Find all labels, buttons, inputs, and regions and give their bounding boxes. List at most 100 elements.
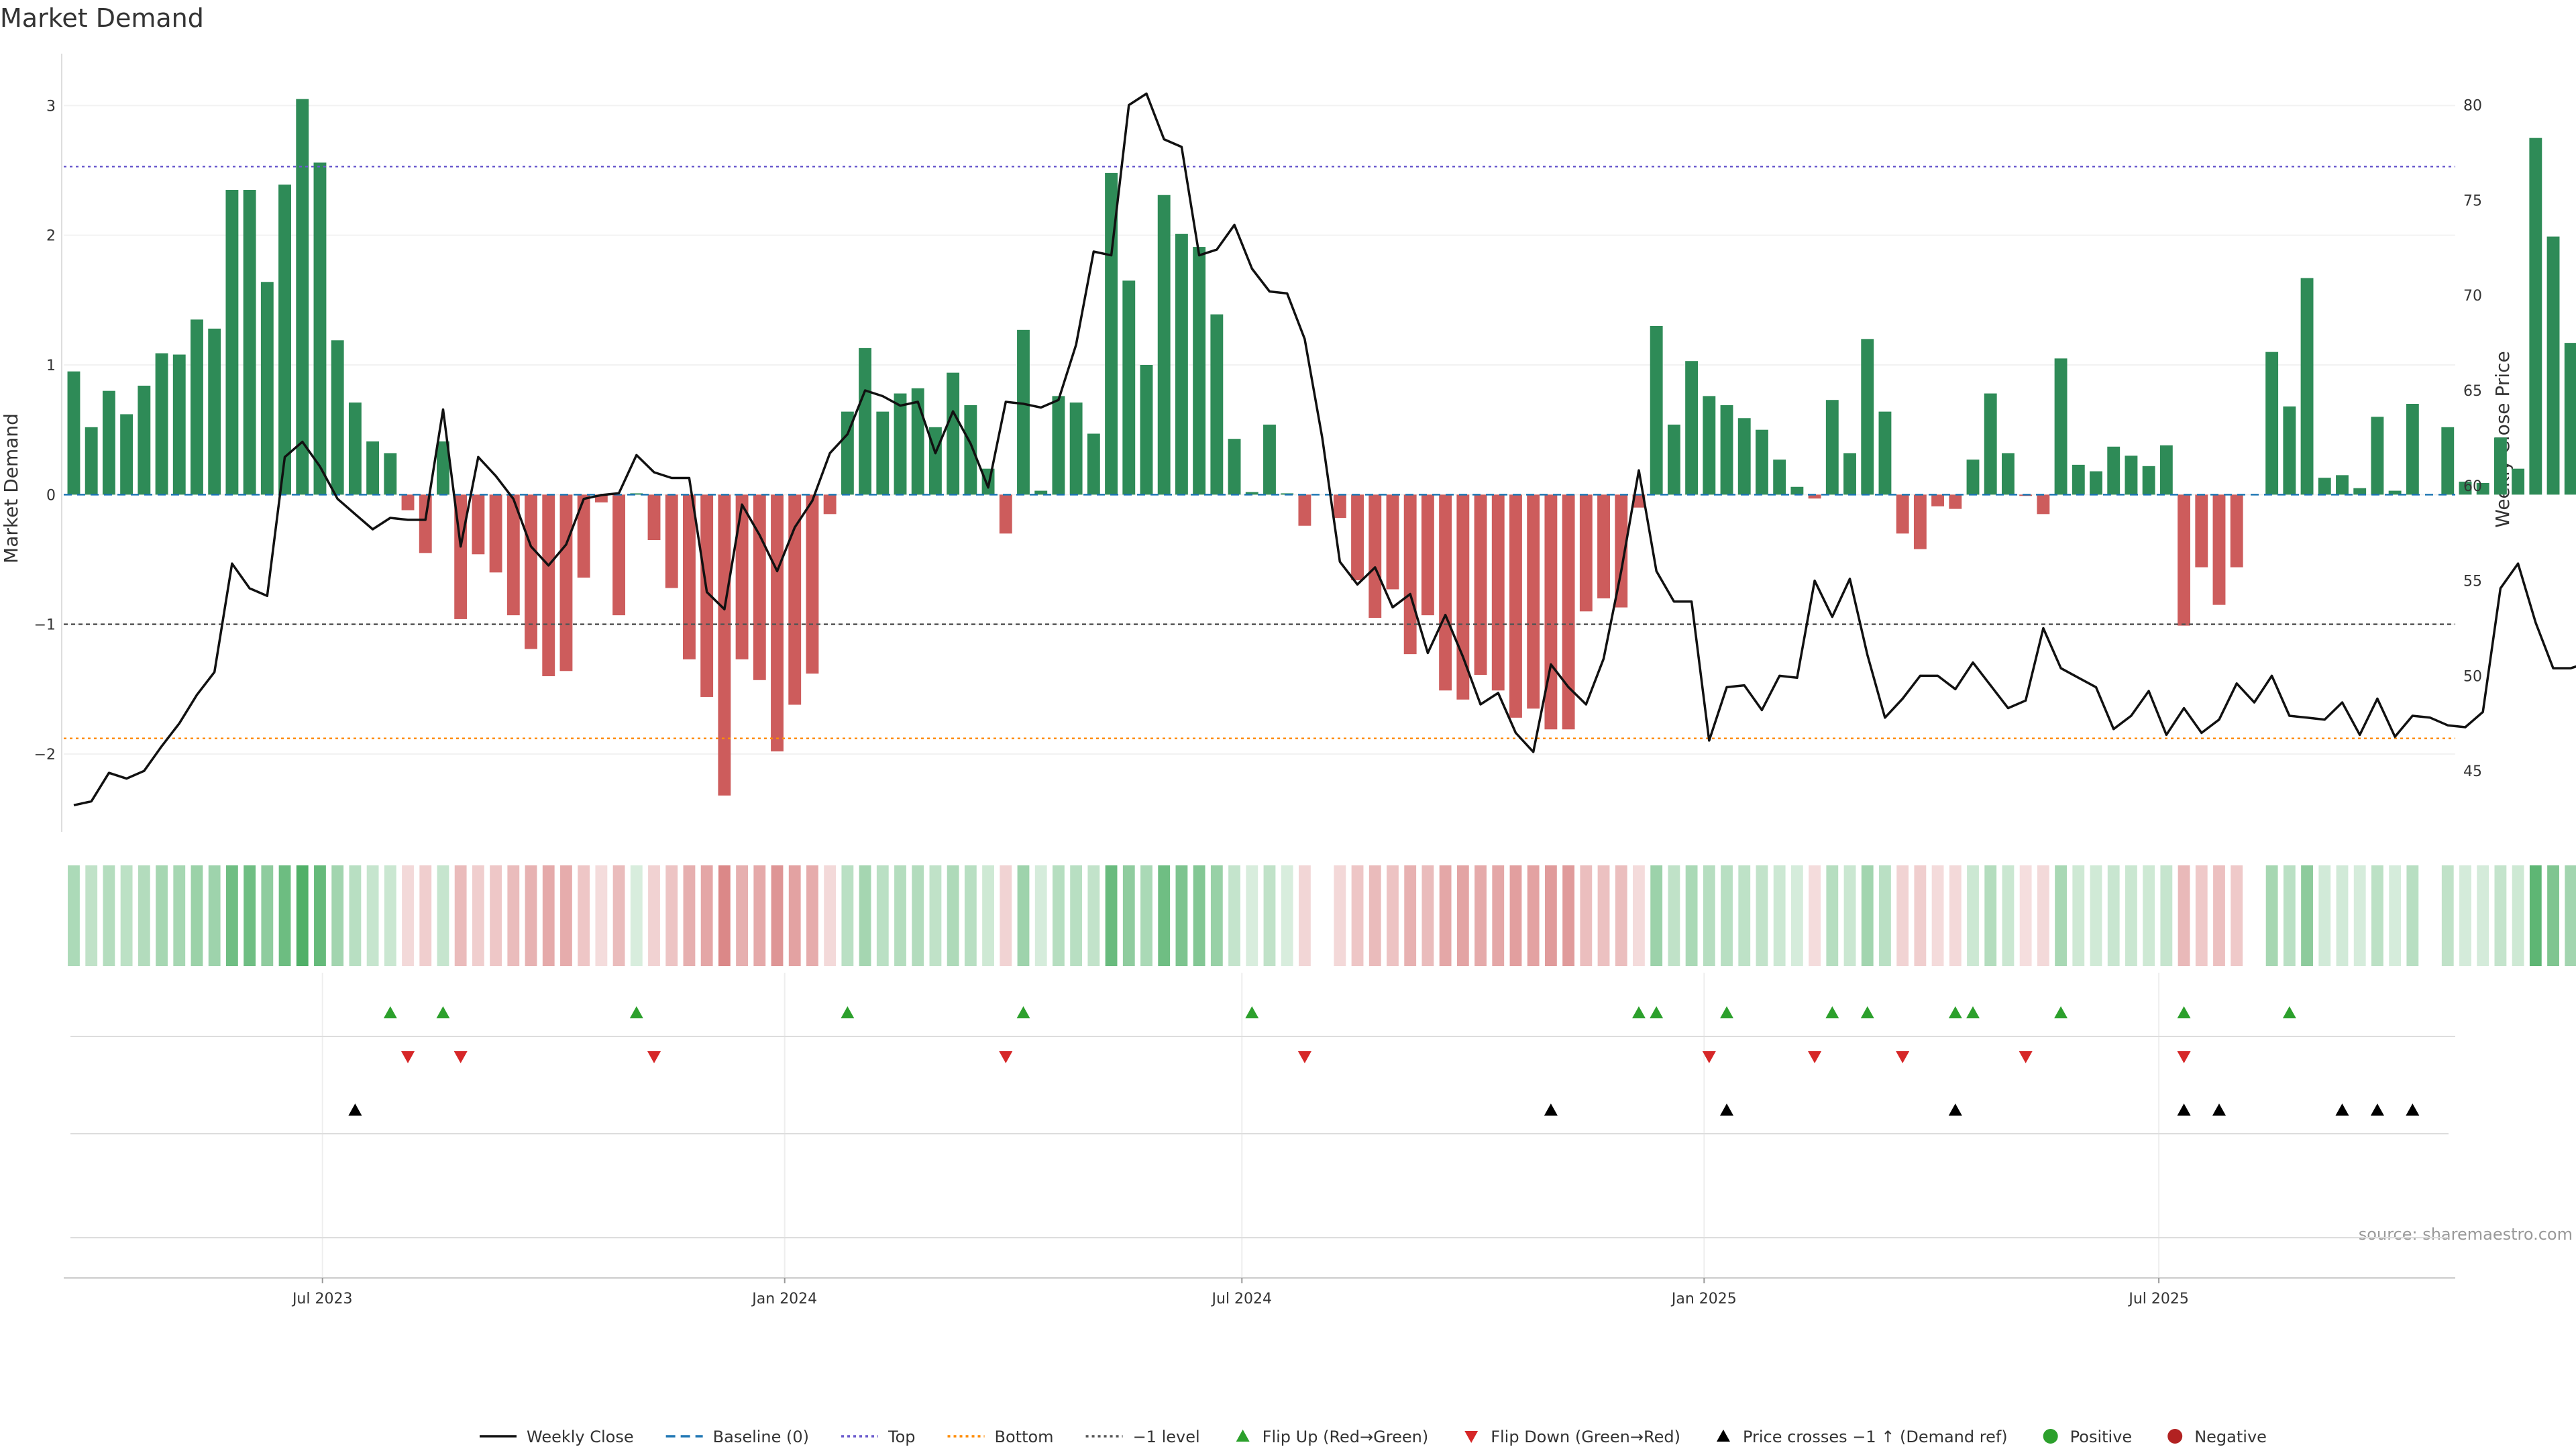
- heat-cell: [1703, 865, 1715, 966]
- demand-bar: [1579, 494, 1593, 612]
- demand-bar: [1439, 494, 1452, 691]
- demand-bar: [735, 494, 749, 659]
- demand-bar: [2493, 437, 2507, 495]
- demand-bar: [2142, 466, 2155, 495]
- flip-up-marker: [436, 1006, 450, 1018]
- demand-bar: [348, 402, 362, 495]
- demand-bar: [67, 371, 80, 495]
- demand-bar: [2353, 488, 2367, 495]
- flip-up-marker: [1860, 1006, 1874, 1018]
- legend-label: Flip Up (Red→Green): [1263, 1428, 1429, 1446]
- heat-cell: [2477, 865, 2489, 966]
- demand-bar: [823, 494, 837, 515]
- heat-cell: [349, 865, 362, 966]
- heat-cell: [1738, 865, 1751, 966]
- heat-cell: [2055, 865, 2067, 966]
- demand-bar: [2441, 427, 2455, 495]
- y-tick-label-right: 55: [2463, 574, 2482, 590]
- x-tick-label: Jan 2024: [751, 1291, 817, 1307]
- heat-cell: [2406, 865, 2419, 966]
- heat-cell: [2318, 865, 2331, 966]
- flip-up-marker: [1966, 1006, 1980, 1018]
- demand-bar: [1105, 172, 1118, 495]
- legend-label: Bottom: [995, 1428, 1054, 1446]
- legend-item: Flip Up (Red→Green): [1236, 1428, 1429, 1446]
- heat-cell: [1368, 865, 1381, 966]
- legend-label: Negative: [2194, 1428, 2267, 1446]
- heat-cell: [1615, 865, 1627, 966]
- demand-bar: [2318, 478, 2331, 495]
- demand-bar: [138, 385, 151, 495]
- demand-bar: [472, 494, 485, 555]
- demand-bar: [2037, 494, 2050, 515]
- demand-bar: [1756, 429, 1768, 495]
- heat-cell: [173, 865, 186, 966]
- demand-bar: [1843, 453, 1856, 495]
- heat-cell: [1158, 865, 1171, 966]
- demand-bar: [806, 494, 819, 674]
- demand-bar: [2459, 482, 2472, 495]
- heat-cell: [841, 865, 854, 966]
- flip-markers: [70, 1006, 2455, 1063]
- heat-cell: [2090, 865, 2102, 966]
- demand-bar: [525, 494, 537, 649]
- demand-bar: [120, 414, 133, 495]
- heat-cell: [1896, 865, 1909, 966]
- heat-cell: [2002, 865, 2015, 966]
- demand-bar: [1544, 494, 1558, 730]
- heat-cell: [1456, 865, 1469, 966]
- demand-bar: [278, 184, 291, 495]
- price-cross-marker: [1544, 1104, 1558, 1116]
- demand-bar: [1052, 396, 1065, 495]
- demand-bar: [559, 494, 573, 672]
- legend-swatch: [2043, 1429, 2058, 1444]
- demand-bar: [172, 354, 186, 495]
- y-axis-right-ticks: 80 75 70 65 60 55 50 45: [2463, 98, 2482, 781]
- heat-cell: [2529, 865, 2542, 966]
- y-tick-label-right: 60: [2463, 478, 2482, 495]
- heat-cell: [2160, 865, 2173, 966]
- heat-cell: [208, 865, 221, 966]
- heat-cell: [1509, 865, 1522, 966]
- heat-cell: [1140, 865, 1152, 966]
- heat-cell: [103, 865, 115, 966]
- demand-bar: [2406, 404, 2419, 495]
- demand-bar: [876, 411, 890, 495]
- demand-bar: [1597, 494, 1610, 598]
- heat-cell: [630, 865, 643, 966]
- demand-bar: [1368, 494, 1382, 618]
- legend-swatch: [1236, 1430, 1250, 1442]
- demand-bar: [225, 190, 239, 495]
- heat-cell: [1949, 865, 1962, 966]
- heat-cell: [2037, 865, 2049, 966]
- demand-bar: [859, 347, 872, 495]
- legend-item: Top: [841, 1428, 916, 1446]
- demand-bar: [2072, 464, 2085, 495]
- legend-label: −1 level: [1133, 1428, 1200, 1446]
- y-tick-label-right: 65: [2463, 383, 2482, 400]
- heat-cell: [736, 865, 748, 966]
- y-tick-label-right: 80: [2463, 98, 2482, 115]
- heat-cell: [1105, 865, 1118, 966]
- legend-label: Weekly Close: [527, 1428, 634, 1446]
- demand-bar: [1720, 405, 1733, 495]
- flip-up-marker: [1825, 1006, 1839, 1018]
- flip-up-marker: [2177, 1006, 2191, 1018]
- demand-bar: [437, 441, 449, 495]
- demand-bar: [1333, 494, 1346, 519]
- demand-bar: [1949, 494, 1962, 509]
- heat-cell: [437, 865, 449, 966]
- demand-bar: [1157, 195, 1171, 495]
- demand-bar: [683, 494, 696, 659]
- demand-bar: [1913, 494, 1927, 549]
- demand-bar: [2107, 446, 2121, 495]
- heat-cell: [2213, 865, 2225, 966]
- demand-bar: [2159, 445, 2173, 495]
- price-cross-marker: [348, 1104, 362, 1116]
- heat-cell: [1351, 865, 1364, 966]
- flip-down-marker: [1297, 1051, 1311, 1063]
- heat-cell: [191, 865, 203, 966]
- price-cross-markers: [70, 1104, 2449, 1238]
- demand-bar: [506, 494, 520, 616]
